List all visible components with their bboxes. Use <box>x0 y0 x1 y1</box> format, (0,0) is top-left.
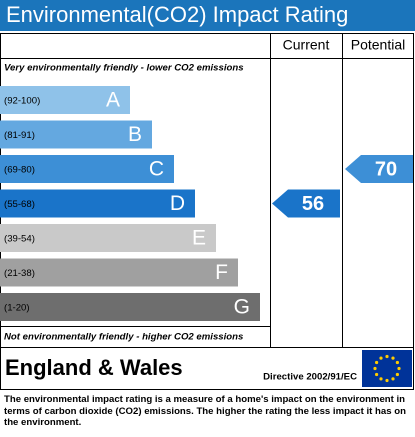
star <box>395 360 399 365</box>
star <box>379 356 383 360</box>
directive: Directive 2002/91/EC <box>263 372 357 383</box>
column-header: Potential <box>351 37 405 53</box>
star <box>391 377 395 381</box>
star <box>373 366 377 371</box>
top-note: Very environmentally friendly - lower CO… <box>4 63 244 74</box>
region: England & Wales <box>5 355 183 380</box>
band-letter: G <box>234 296 250 319</box>
band <box>0 155 174 183</box>
band-letter: D <box>170 192 185 215</box>
band-letter: F <box>215 261 228 284</box>
column-header: Current <box>283 37 330 53</box>
band-letter: E <box>192 227 206 250</box>
band-range: (92-100) <box>4 96 40 107</box>
eu-stars <box>373 354 401 383</box>
star <box>397 366 401 371</box>
star <box>391 356 395 360</box>
star <box>379 377 383 381</box>
band <box>0 189 195 218</box>
band <box>0 293 260 321</box>
band-letter: C <box>149 158 164 181</box>
band-range: (21-38) <box>4 268 35 279</box>
band-letter: A <box>106 89 120 112</box>
star <box>375 360 379 365</box>
band-letter: B <box>128 123 142 146</box>
band-range: (55-68) <box>4 199 35 210</box>
star <box>385 354 389 359</box>
band-range: (69-80) <box>4 165 35 176</box>
band <box>0 258 238 287</box>
rating-value: 56 <box>302 193 324 215</box>
band <box>0 86 130 114</box>
band <box>0 120 152 149</box>
band <box>0 224 216 252</box>
star <box>395 372 399 377</box>
title-bar <box>0 0 415 31</box>
rating-arrow <box>345 155 413 183</box>
band-range: (1-20) <box>4 303 30 314</box>
footer-box <box>0 347 414 390</box>
band-range: (81-91) <box>4 130 35 141</box>
band-range: (39-54) <box>4 234 35 245</box>
rating-arrow <box>272 189 340 218</box>
bottom-note: Not environmentally friendly - higher CO… <box>4 332 243 343</box>
description: The environmental impact rating is a mea… <box>4 394 406 428</box>
star <box>385 378 389 383</box>
rating-value: 70 <box>375 158 397 180</box>
rating-chart: Environmental(CO2) Impact Rating Current… <box>0 0 415 390</box>
star <box>375 372 379 377</box>
title: Environmental(CO2) Impact Rating <box>6 2 348 27</box>
